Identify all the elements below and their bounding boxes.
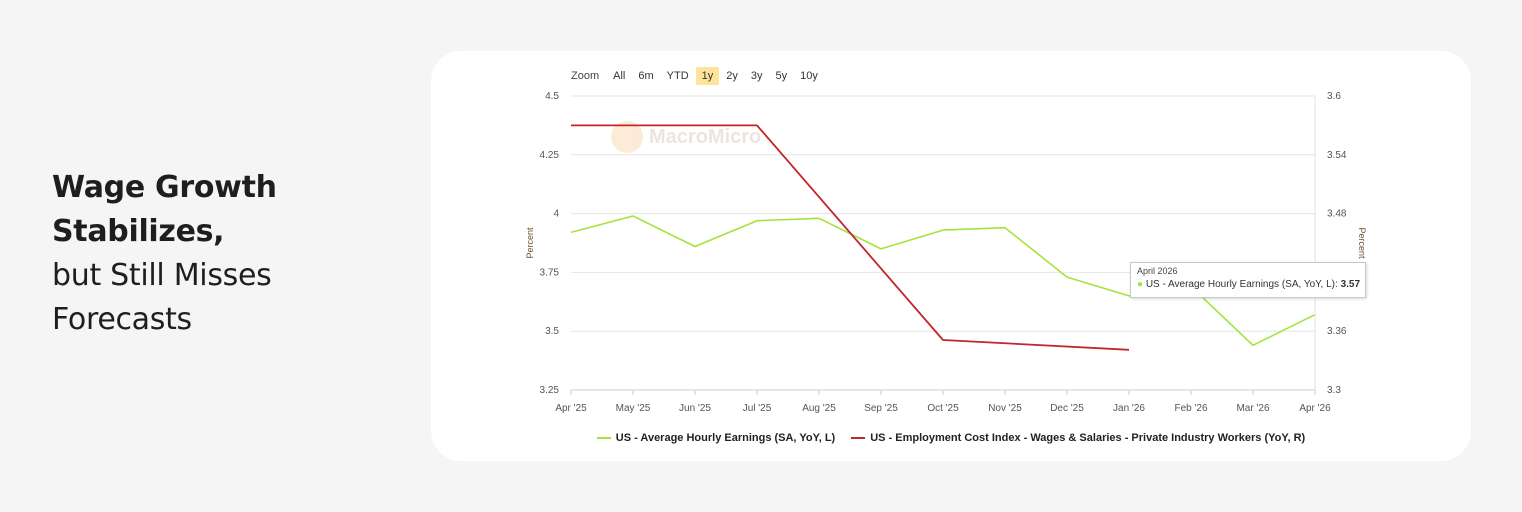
tooltip: April 2026 ● US - Average Hourly Earning… [1130,262,1366,298]
y-right-tick-label: 3.3 [1327,385,1341,396]
y-right-tick-label: 3.48 [1327,209,1347,220]
zoom-button-1y[interactable]: 1y [695,67,720,85]
zoom-button-3y[interactable]: 3y [750,70,763,82]
tooltip-series-label: US - Average Hourly Earnings (SA, YoY, L… [1145,279,1341,290]
y-right-tick-label: 3.6 [1327,91,1341,102]
y-left-tick-label: 3.75 [540,267,560,278]
headline-line-4: Forecasts [52,302,192,337]
legend-label-series-1: US - Average Hourly Earnings (SA, YoY, L… [615,432,836,444]
zoom-label: Zoom [571,70,600,82]
x-tick-label: Oct '25 [927,403,959,414]
x-tick-label: Apr '26 [1299,403,1331,414]
x-tick-label: Mar '26 [1236,403,1269,414]
y-left-axis-title: Percent [525,227,535,259]
series-line-2 [571,124,1130,351]
x-tick-label: Jun '25 [679,403,711,414]
legend-swatch-series-2 [851,437,866,439]
y-right-tick-label: 3.36 [1327,326,1347,337]
y-left-tick-label: 3.5 [545,326,559,337]
y-left-tick-label: 4.5 [545,91,559,102]
zoom-button-5y[interactable]: 5y [775,70,788,82]
zoom-button-10y[interactable]: 10y [800,70,818,82]
x-tick-label: Dec '25 [1050,403,1084,414]
watermark-text: MacroMicro [649,125,762,148]
headline-line-1: Wage Growth [52,170,277,205]
headline-line-3: but Still Misses [52,258,272,293]
x-tick-label: Feb '26 [1174,403,1207,414]
watermark: MacroMicro [611,121,761,153]
y-left-tick-label: 4 [553,209,559,220]
x-tick-label: Jul '25 [743,403,772,414]
x-tick-label: May '25 [616,403,651,414]
x-tick-label: Aug '25 [802,403,836,414]
y-left-tick-label: 4.25 [540,150,560,161]
x-tick-label: Apr '25 [555,403,587,414]
zoom-button-all[interactable]: All [613,70,626,82]
tooltip-value: 3.57 [1340,279,1361,290]
y-right-tick-label: 3.54 [1327,150,1347,161]
y-right-axis-title: Percent [1357,227,1367,259]
headline-line-2: Stabilizes, [52,214,225,249]
y-left-tick-label: 3.25 [540,385,560,396]
watermark-logo-icon [611,121,643,153]
zoom-bar: Zoom All 6m YTD 1y 2y 3y 5y 10y [571,66,825,86]
zoom-button-6m[interactable]: 6m [638,70,654,82]
tooltip-row: ● US - Average Hourly Earnings (SA, YoY,… [1137,279,1361,290]
headline: Wage Growth Stabilizes, but Still Misses… [52,166,382,342]
zoom-button-2y[interactable]: 2y [726,70,738,82]
x-tick-label: Jan '26 [1113,403,1145,414]
x-tick-label: Nov '25 [988,403,1022,414]
chart-legend: US - Average Hourly Earnings (SA, YoY, L… [431,432,1471,444]
line-chart: 3.253.53.7544.254.53.33.363.423.483.543.… [525,91,1367,414]
legend-item-series-1[interactable]: US - Average Hourly Earnings (SA, YoY, L… [596,432,836,444]
chart-card: Zoom All 6m YTD 1y 2y 3y 5y 10y MacroMic… [431,51,1471,461]
legend-swatch-series-1 [596,437,611,439]
tooltip-dot-icon: ● [1137,279,1144,290]
tooltip-title: April 2026 [1137,266,1178,276]
x-tick-label: Sep '25 [864,403,898,414]
legend-item-series-2[interactable]: US - Employment Cost Index - Wages & Sal… [851,432,1305,444]
legend-label-series-2: US - Employment Cost Index - Wages & Sal… [870,432,1306,444]
zoom-button-ytd[interactable]: YTD [666,70,689,82]
